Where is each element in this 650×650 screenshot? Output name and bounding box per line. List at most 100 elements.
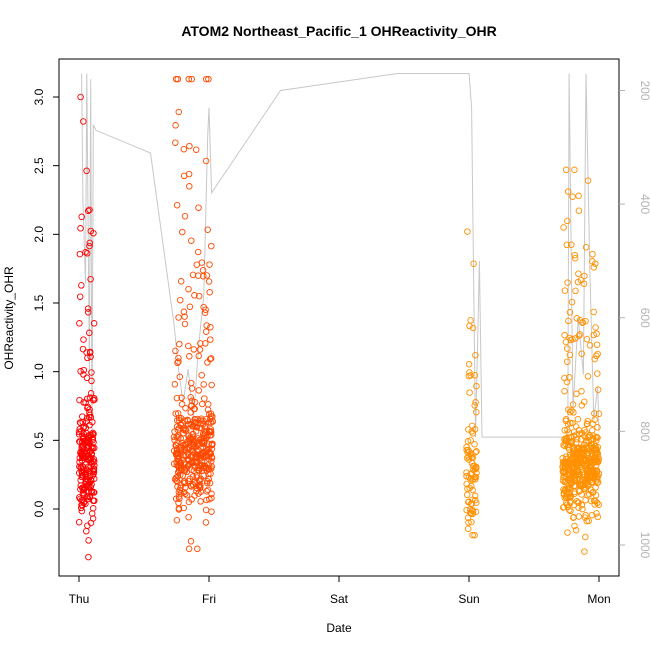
data-point [91,462,98,469]
data-point [567,455,575,463]
data-point [83,527,90,535]
data-point [188,75,195,83]
data-point [173,516,181,524]
x-tick-label: Sat [330,592,349,606]
data-point [592,324,599,331]
data-point [469,476,476,484]
data-point [172,139,179,146]
y2-tick-label: 200 [638,80,650,100]
data-point [87,275,94,283]
data-point [582,512,589,519]
data-point [571,254,579,262]
data-point [570,482,578,490]
data-point [472,398,479,406]
data-point [176,340,183,348]
data-point [469,324,477,332]
data-point [205,448,213,455]
data-point [189,431,197,438]
data-point [566,351,574,359]
data-point [175,453,183,461]
data-point [202,75,210,83]
data-point [202,306,209,313]
data-point [202,328,210,335]
data-point [590,264,598,271]
data-point [186,353,193,360]
data-point [593,330,600,337]
data-point [77,225,84,232]
data-point [188,237,195,244]
data-point [185,513,192,521]
data-point [590,435,597,443]
data-point [175,108,183,116]
data-point [469,531,476,539]
data-point [175,314,182,321]
data-point [76,463,83,470]
data-point [565,506,573,514]
data-point [590,331,597,339]
data-point [594,370,601,377]
data-point [206,495,213,503]
data-point [86,329,93,337]
data-point [189,473,197,480]
data-point [208,242,215,250]
data-point [191,398,199,406]
data-point [174,75,182,83]
data-point [86,467,93,475]
data-point [560,473,567,481]
data-point [568,298,576,306]
data-point [202,340,209,347]
data-point [584,472,592,480]
data-point [578,350,585,357]
data-point [473,448,480,455]
data-point [193,487,200,495]
data-point [84,207,92,215]
data-point [563,241,571,249]
data-point [581,480,589,488]
data-point [80,366,88,374]
data-point [174,359,181,367]
data-point [80,399,87,406]
data-point [593,445,600,452]
data-point [204,432,211,440]
data-point [173,394,181,402]
data-point [189,423,196,430]
data-point [208,381,215,389]
data-point [89,505,97,512]
data-point [173,423,181,430]
data-point [205,461,212,468]
data-point [180,145,188,153]
data-point [464,438,472,445]
data-point [84,455,92,463]
axes: Thu Fri Sat Sun Mon 0.0 0.5 1.0 1.5 2.0 2.5 3.0 200 4… [32,58,650,606]
data-point [192,423,200,431]
data-point [471,402,478,409]
data-point [463,473,470,480]
data-point [587,497,595,505]
data-point [574,460,581,467]
data-point [578,388,585,395]
data-point [185,342,192,350]
data-point [78,507,86,515]
data-point [199,440,206,447]
data-point [569,401,577,408]
data-point [88,510,96,517]
data-point [472,508,480,516]
data-point [77,486,84,493]
data-point [465,426,472,433]
data-point [172,122,179,129]
x-tick-label: Sun [458,592,479,606]
data-point [588,511,596,519]
data-point [561,387,568,395]
data-point [570,501,578,509]
data-point [187,409,194,416]
data-point [572,526,580,534]
data-point [472,448,479,456]
data-point [468,454,475,461]
data-point [471,441,478,448]
data-point [585,449,592,457]
data-point [202,415,210,423]
data-point [173,433,180,440]
data-point [182,404,189,412]
data-point [86,348,94,356]
